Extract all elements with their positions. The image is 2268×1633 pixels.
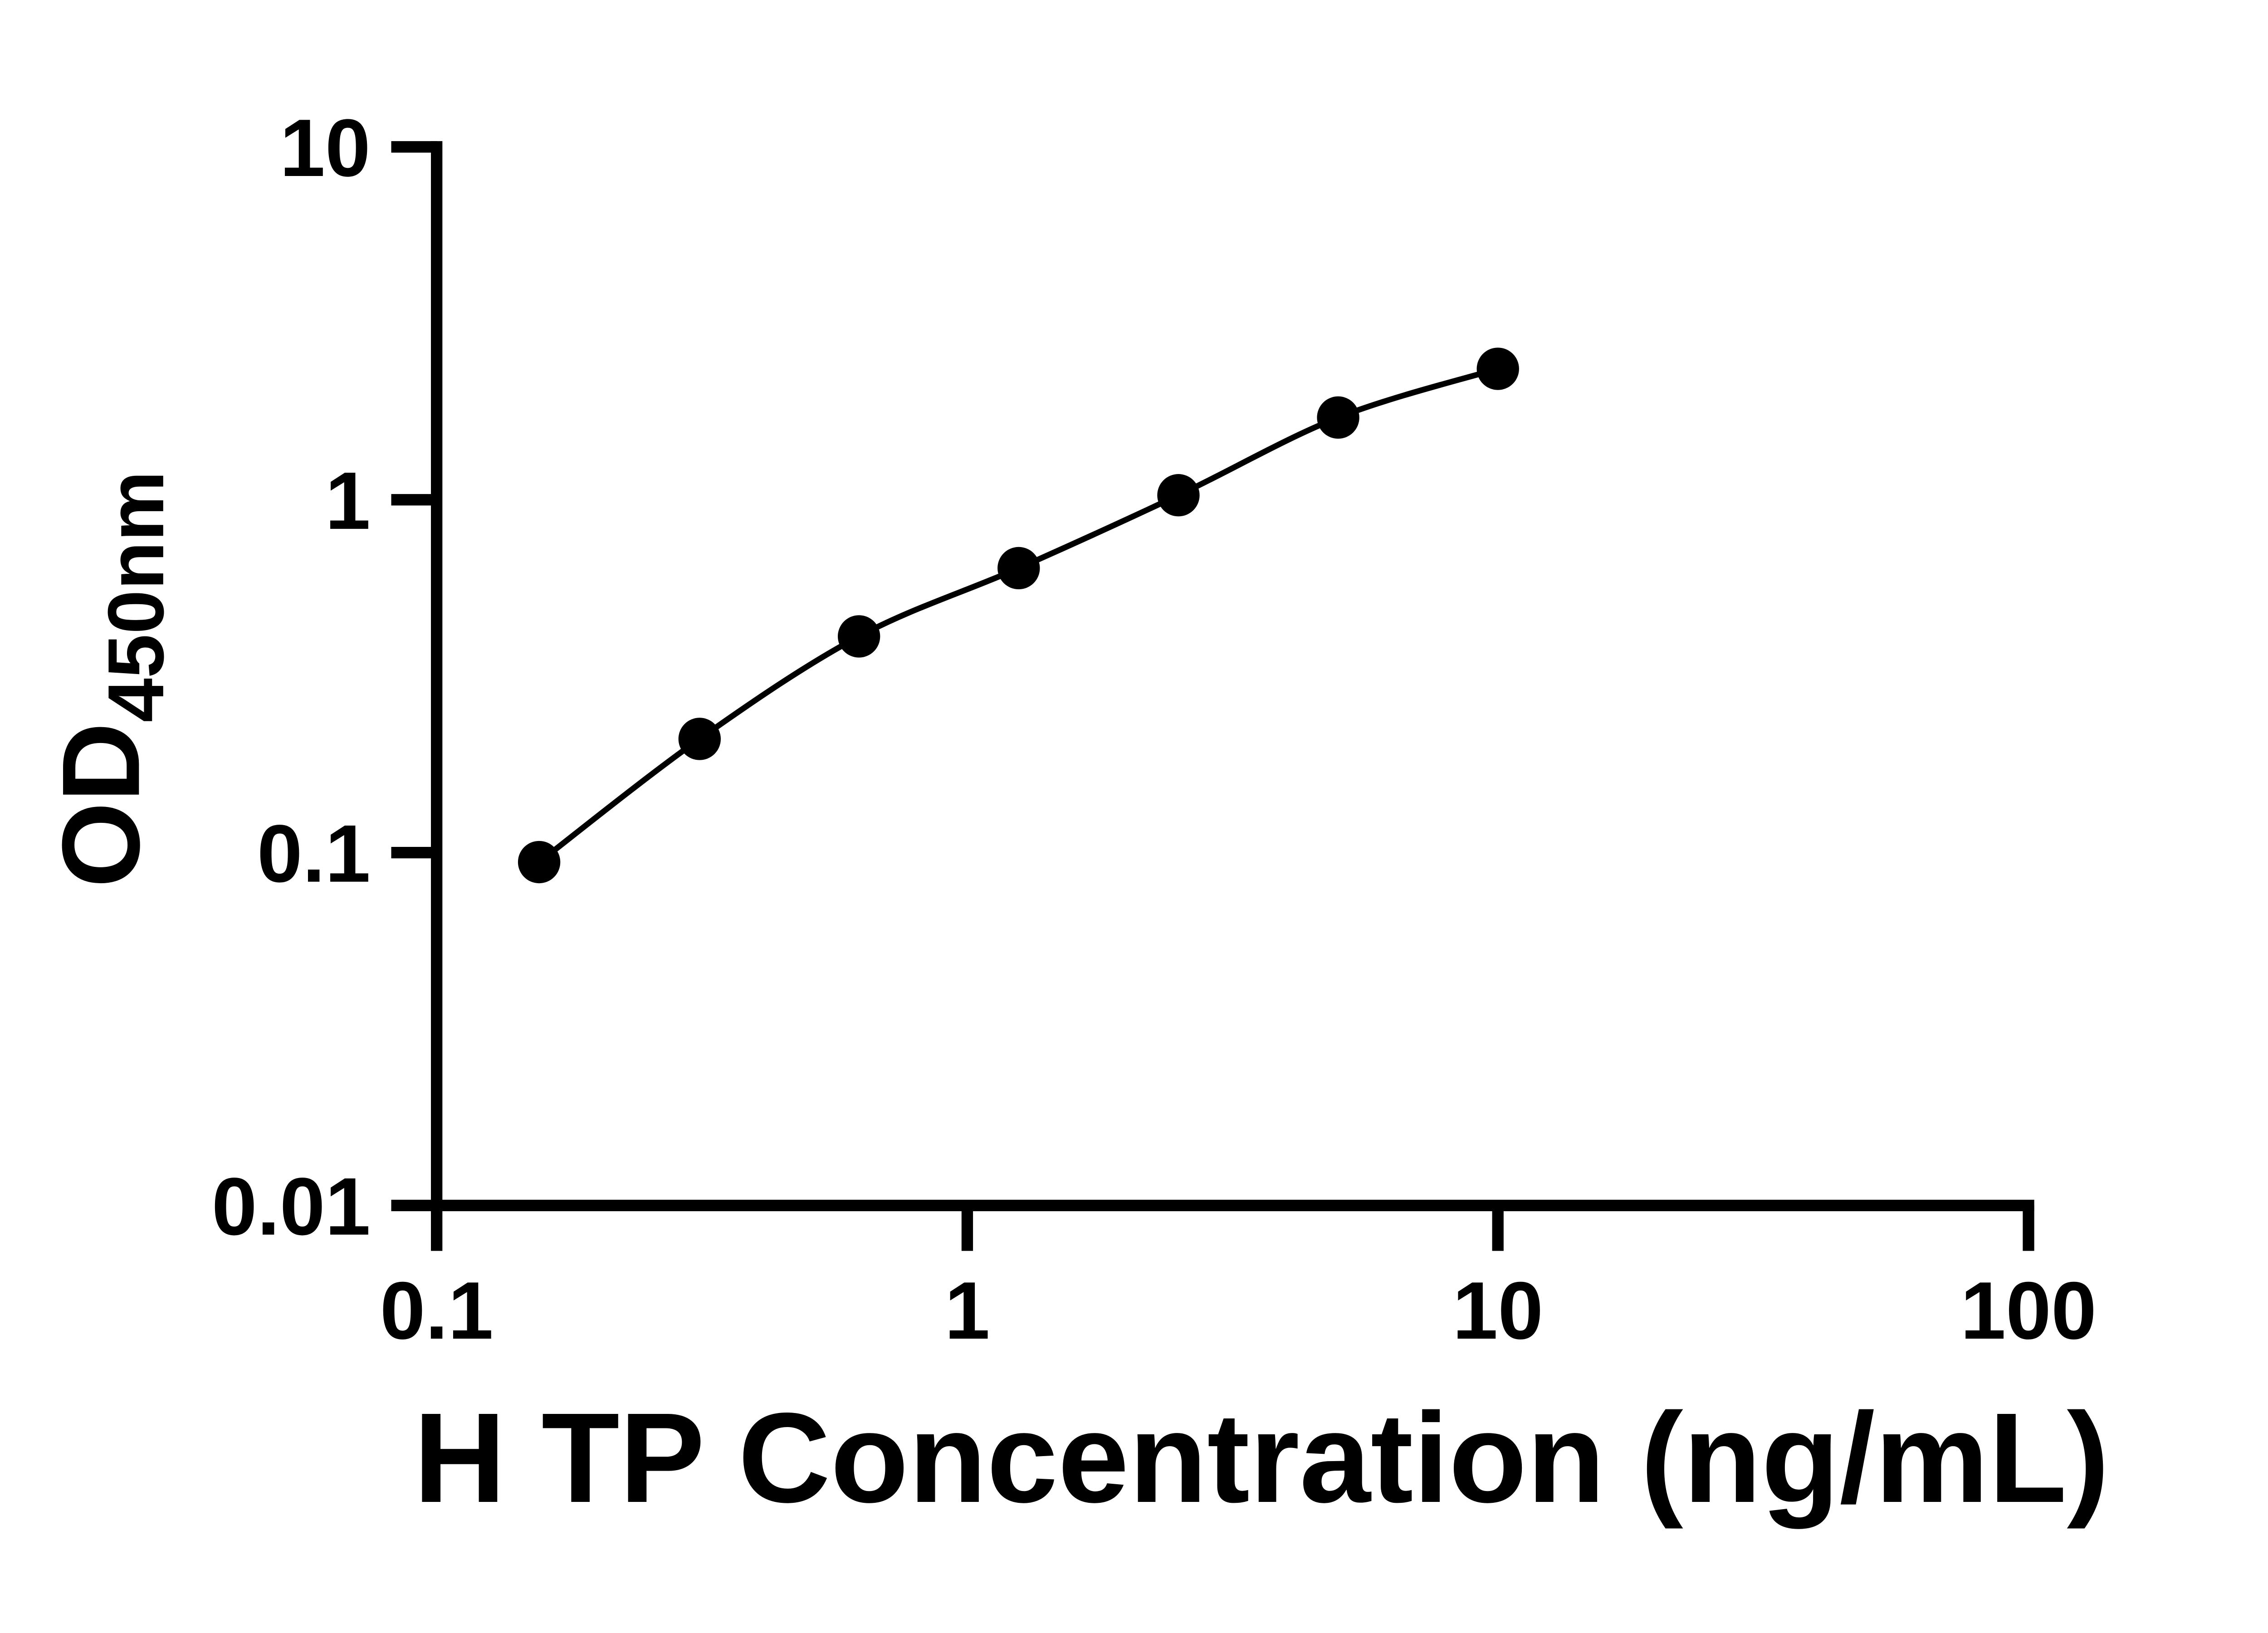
y-axis-title-base: OD [39,722,162,888]
x-axis-title: H TP Concentration (ng/mL) [414,1386,2110,1530]
axis-titles-group: H TP Concentration (ng/mL) OD450nm [39,471,2109,1530]
y-tick-label: 0.01 [212,1161,371,1252]
ticks-group [391,141,2034,1251]
standard-curve-line [537,366,1499,865]
axes-group [431,141,2034,1212]
elisa-standard-curve-figure: 0.01 0.1 1 10 0.1 1 10 100 H TP Concentration (… [39,102,2110,1530]
y-tick-label: 0.1 [257,808,371,900]
x-tick-label: 0.1 [380,1265,494,1356]
data-point [1476,347,1519,390]
x-tick-label: 1 [944,1265,990,1356]
y-axis-title-subscript: 450nm [92,471,181,723]
data-point [1157,474,1200,517]
y-tick-label: 1 [325,455,371,547]
data-point [837,615,880,658]
x-tick-label: 10 [1452,1265,1543,1356]
x-tick-label: 100 [1960,1265,2097,1356]
data-point [518,841,561,884]
y-tick-label: 10 [280,103,371,194]
series-group [518,347,1519,884]
data-point [997,547,1040,590]
data-point [1317,396,1359,439]
page-background: 0.01 0.1 1 10 0.1 1 10 100 H TP Concentration (… [39,102,2110,1530]
y-axis-title: OD450nm [39,471,180,888]
data-point [678,718,721,760]
